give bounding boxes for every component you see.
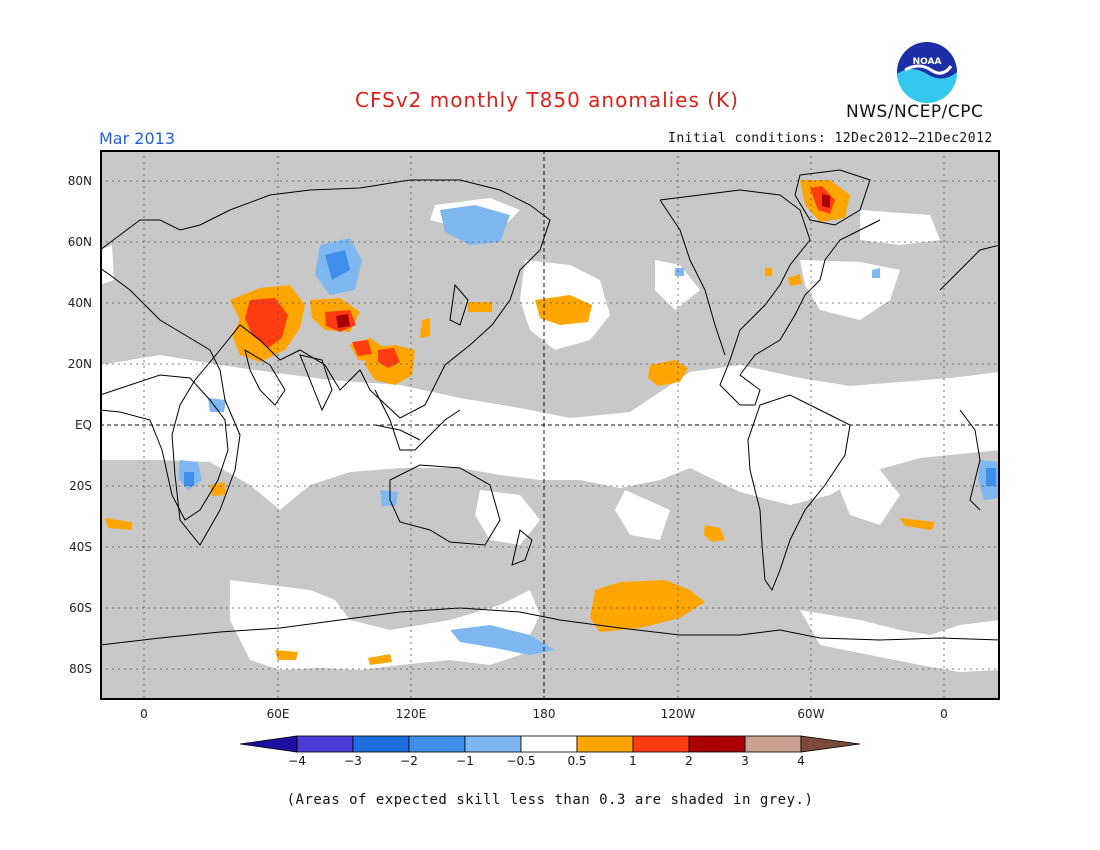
- anomaly-map: [100, 150, 1000, 700]
- lon-label: 0: [140, 707, 148, 721]
- colorbar-swatch: [744, 735, 802, 753]
- positive-anomaly-darkred: [336, 194, 830, 328]
- lon-label: 180: [532, 707, 556, 721]
- colorbar-label: −4: [288, 754, 306, 768]
- colorbar-swatch: [632, 735, 690, 753]
- lon-label: 120E: [395, 707, 427, 721]
- colorbar-swatch: [408, 735, 466, 753]
- svg-text:NOAA: NOAA: [913, 57, 942, 67]
- colorbar-label: −0.5: [506, 754, 536, 768]
- coastlines: [100, 169, 1000, 646]
- lat-label: 80S: [69, 662, 92, 676]
- colorbar-swatch: [240, 735, 298, 753]
- initial-conditions: Initial conditions: 12Dec2012—21Dec2012: [668, 131, 993, 146]
- lon-label: 0: [940, 707, 948, 721]
- colorbar-label: −2: [400, 754, 418, 768]
- lat-label: 60S: [69, 601, 92, 615]
- colorbar-swatch: [800, 735, 861, 753]
- lon-label: 60E: [266, 707, 290, 721]
- negative-anomaly-light: [178, 205, 998, 655]
- colorbar-swatch: [520, 735, 578, 753]
- colorbar-label: −3: [344, 754, 362, 768]
- lat-label: 40N: [67, 296, 92, 310]
- skill-note: (Areas of expected skill less than 0.3 a…: [286, 792, 814, 808]
- lat-label: 60N: [67, 235, 92, 249]
- lat-label: 20S: [69, 479, 92, 493]
- colorbar-swatch: [464, 735, 522, 753]
- forecast-month: Mar 2013: [99, 129, 175, 148]
- colorbar: [240, 735, 861, 753]
- colorbar-label: 4: [797, 754, 805, 768]
- colorbar-label: −1: [456, 754, 474, 768]
- colorbar-label: 2: [685, 754, 693, 768]
- noaa-logo: NOAA: [897, 42, 958, 104]
- lon-label: 60W: [797, 707, 825, 721]
- colorbar-swatch: [352, 735, 410, 753]
- colorbar-label: 1: [629, 754, 637, 768]
- map-title: CFSv2 monthly T850 anomalies (K): [355, 88, 739, 112]
- lat-label: EQ: [74, 418, 92, 432]
- lat-label: 40S: [69, 540, 92, 554]
- reference-lines: [100, 150, 1000, 700]
- colorbar-swatch: [688, 735, 746, 753]
- colorbar-swatch: [576, 735, 634, 753]
- lat-label: 20N: [67, 357, 92, 371]
- agency-label: NWS/NCEP/CPC: [846, 102, 984, 122]
- map-frame: [100, 150, 1000, 700]
- lon-label: 120W: [660, 707, 696, 721]
- negative-anomaly-medium: [184, 250, 996, 486]
- lat-label: 80N: [67, 174, 92, 188]
- colorbar-label: 3: [741, 754, 749, 768]
- graticule: [100, 150, 1000, 700]
- colorbar-label: 0.5: [567, 754, 587, 768]
- colorbar-swatch: [296, 735, 354, 753]
